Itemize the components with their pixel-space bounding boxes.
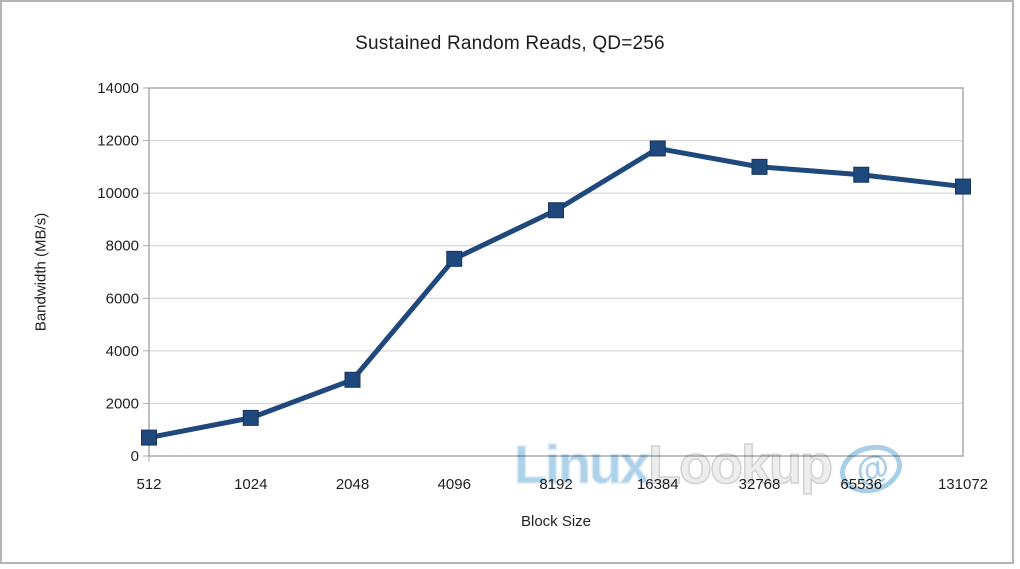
chart-title: Sustained Random Reads, QD=256: [355, 33, 665, 54]
data-point-marker: [955, 178, 971, 195]
data-point-marker: [853, 166, 870, 183]
y-tick-label: 2000: [106, 395, 139, 412]
x-tick-label: 1024: [234, 476, 267, 493]
x-tick-label: 16384: [637, 476, 679, 493]
y-tick-label: 10000: [97, 185, 139, 202]
x-tick-label: 32768: [739, 476, 781, 493]
data-point-marker: [141, 429, 157, 446]
y-tick-label: 14000: [97, 80, 139, 97]
x-tick-label: 4096: [438, 476, 471, 493]
data-point-marker: [242, 409, 259, 426]
data-point-marker: [344, 371, 361, 388]
y-tick-label: 12000: [97, 133, 139, 150]
data-point-marker: [751, 158, 768, 175]
y-tick-label: 4000: [106, 343, 139, 360]
y-tick-label: 0: [131, 448, 139, 465]
x-tick-label: 2048: [336, 476, 369, 493]
x-tick-label: 512: [136, 476, 161, 493]
data-point-marker: [649, 140, 666, 157]
x-tick-label: 65536: [840, 476, 882, 493]
x-axis-title: Block Size: [520, 513, 592, 530]
data-point-marker: [446, 250, 463, 267]
x-tick-label: 8192: [539, 476, 572, 493]
y-tick-label: 6000: [106, 290, 139, 307]
x-tick-label: 131072: [938, 476, 988, 493]
data-point-marker: [548, 202, 564, 219]
y-tick-label: 8000: [106, 238, 139, 255]
plot-border: [148, 87, 964, 457]
data-line: [146, 145, 966, 441]
